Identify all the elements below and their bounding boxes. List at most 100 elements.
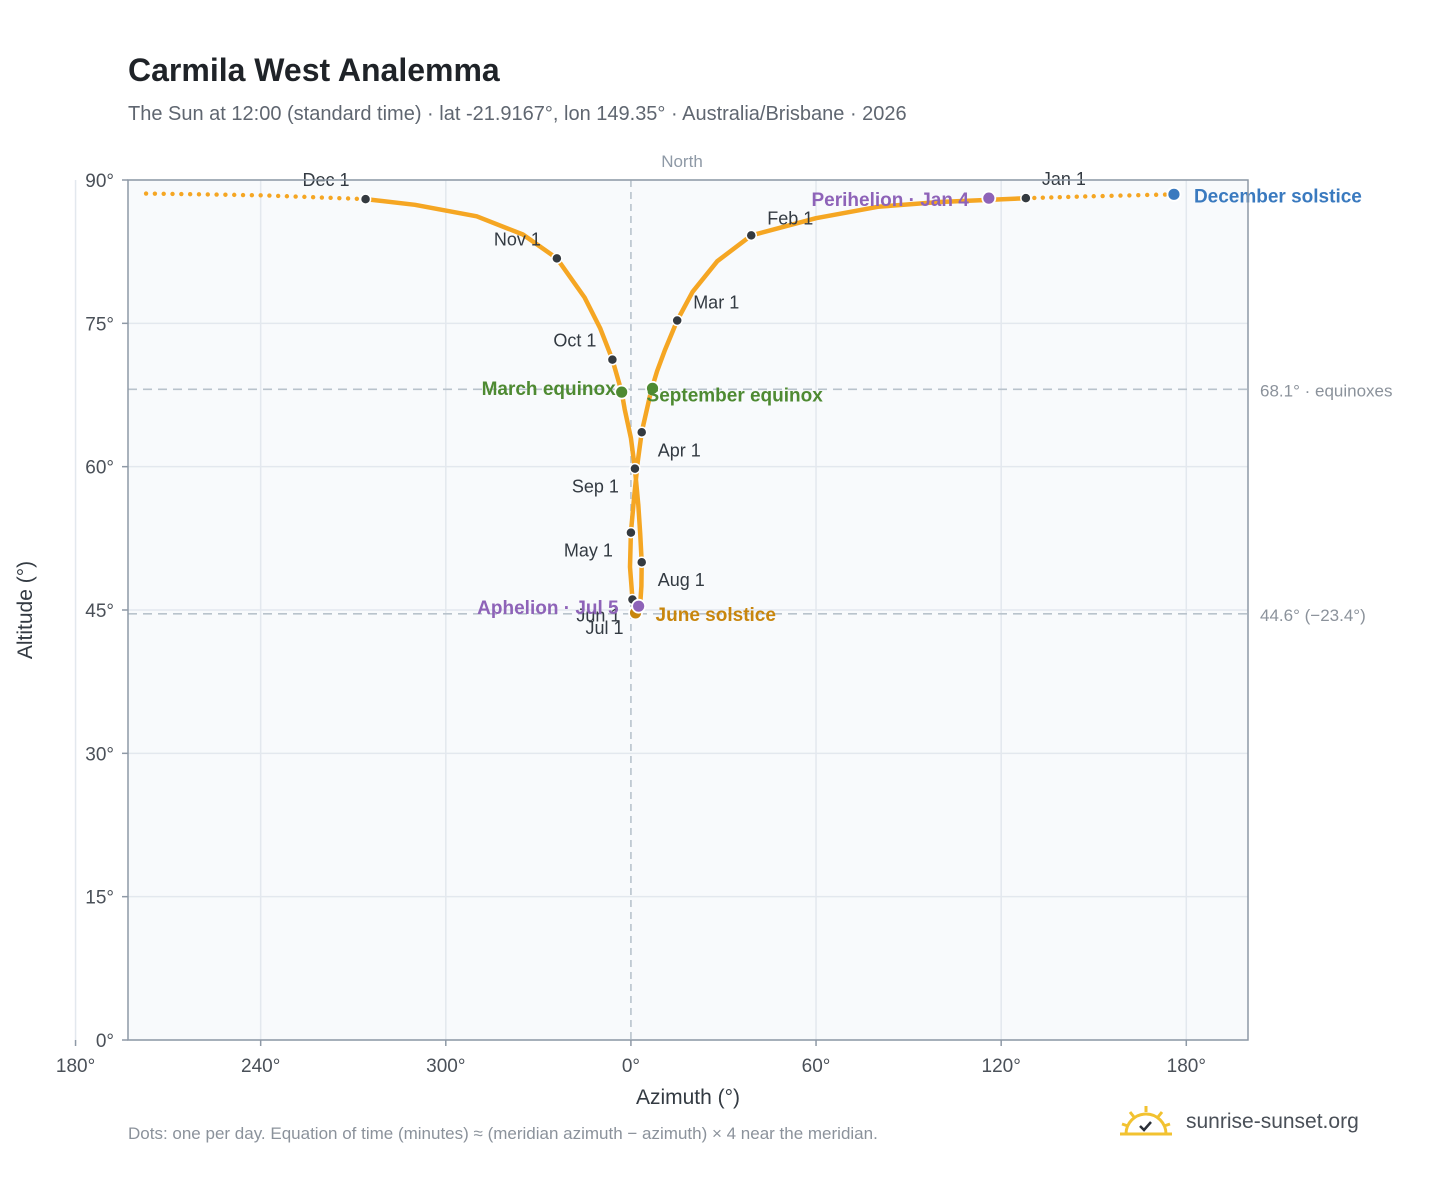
daily-dot [1109, 193, 1114, 199]
north-label: North [661, 152, 703, 171]
month-marker [359, 193, 372, 205]
footnote: Dots: one per day. Equation of time (min… [128, 1124, 878, 1143]
daily-dot [275, 193, 281, 199]
x-tick-label: 0° [622, 1056, 640, 1077]
daily-dot [258, 193, 263, 198]
x-tick-label: 180° [56, 1056, 95, 1077]
daily-dot [1100, 193, 1105, 199]
month-marker [606, 353, 619, 366]
daily-dot [1153, 192, 1159, 197]
month-marker [551, 252, 563, 265]
y-axis-label: Altitude (°) [14, 561, 37, 659]
daily-dot [232, 192, 237, 198]
daily-dot [293, 194, 298, 199]
daily-dot [240, 192, 246, 198]
x-axis-label: Azimuth (°) [636, 1086, 740, 1109]
daily-dot [1083, 194, 1088, 199]
event-label: June solstice [656, 605, 776, 626]
month-marker [745, 229, 758, 242]
daily-dot [1040, 195, 1046, 200]
event-marker [981, 190, 997, 206]
daily-dot [1091, 194, 1096, 199]
month-label: Jul 1 [586, 618, 624, 638]
event-marker [614, 384, 630, 400]
month-marker [1020, 192, 1032, 204]
x-tick-label: 120° [982, 1056, 1021, 1077]
daily-dot [214, 192, 219, 197]
daily-dot [1145, 192, 1150, 198]
month-label: Apr 1 [658, 440, 701, 460]
daily-dot [354, 196, 360, 201]
daily-dot [337, 195, 342, 201]
daily-dot [1127, 193, 1132, 198]
daily-dot [1057, 195, 1062, 200]
event-label: December solstice [1194, 186, 1362, 207]
brand[interactable]: sunrise-sunset.org [1120, 1102, 1359, 1142]
y-tick-label: 60° [85, 458, 114, 479]
month-label: May 1 [564, 541, 613, 561]
daily-dot [345, 196, 351, 201]
month-label: Oct 1 [553, 331, 596, 351]
daily-dot [143, 191, 149, 196]
chart-subtitle: The Sun at 12:00 (standard time) · lat -… [128, 103, 907, 125]
y-tick-label: 0° [96, 1031, 114, 1052]
y-tick-label: 15° [85, 888, 114, 909]
reference-lines: 68.1° · equinoxes 44.6° (−23.4°) [128, 381, 1393, 625]
event-label: Aphelion · Jul 5 [477, 598, 619, 619]
month-marker [635, 426, 648, 439]
daily-dot [284, 194, 290, 199]
daily-dot [1066, 194, 1071, 200]
chart-title: Carmila West Analemma [128, 52, 500, 88]
reference-line-label: 68.1° · equinoxes [1260, 381, 1393, 400]
y-tick-label: 45° [85, 601, 114, 622]
y-tick-label: 90° [85, 171, 114, 192]
daily-dot [249, 192, 255, 198]
axes: 180° 240° 300° 0° 60° 120° 180°0°15°30°45°60°7… [56, 171, 1206, 1077]
event-label: Perihelion · Jan 4 [811, 190, 969, 211]
daily-dot [1118, 193, 1123, 198]
daily-dot [205, 192, 210, 197]
daily-dot [319, 195, 325, 200]
daily-dot [1074, 194, 1079, 199]
month-marker [671, 314, 683, 327]
daily-dot [1162, 192, 1168, 197]
daily-dot [1032, 195, 1037, 201]
event-marker [645, 380, 660, 396]
daily-dot [223, 192, 228, 197]
x-tick-label: 300° [426, 1056, 465, 1077]
x-tick-label: 180° [1167, 1056, 1206, 1077]
month-label: Jun 1 [576, 605, 620, 625]
event-label: March equinox [482, 379, 617, 400]
daily-dot [1136, 192, 1141, 198]
reference-line-label: 44.6° (−23.4°) [1260, 606, 1366, 625]
month-marker [625, 526, 637, 539]
x-tick-label: 60° [802, 1056, 831, 1077]
daily-dot [328, 195, 333, 201]
event-marker [1166, 186, 1182, 202]
daily-dot [152, 191, 158, 196]
month-marker [635, 556, 648, 568]
event-marker [631, 598, 647, 614]
daily-dot [302, 194, 307, 200]
daily-dot [1049, 195, 1054, 200]
brand-name: sunrise-sunset.org [1186, 1110, 1359, 1133]
daily-dot [161, 191, 166, 196]
month-label: Mar 1 [693, 292, 739, 312]
x-tick-label: 240° [241, 1056, 280, 1077]
daily-dot [267, 193, 272, 198]
y-tick-label: 75° [85, 314, 114, 335]
event-label: September equinox [647, 385, 824, 406]
month-label: Nov 1 [494, 229, 541, 249]
month-label: Feb 1 [767, 208, 813, 228]
daily-dot [196, 192, 202, 197]
sun-logo-icon [1120, 1106, 1172, 1136]
daily-dot [170, 191, 175, 197]
daily-dot [187, 191, 193, 197]
y-tick-label: 30° [85, 744, 114, 765]
month-marker [629, 462, 641, 475]
month-label: Sep 1 [572, 477, 619, 497]
month-label: Aug 1 [658, 570, 705, 590]
daily-dot [310, 195, 316, 200]
